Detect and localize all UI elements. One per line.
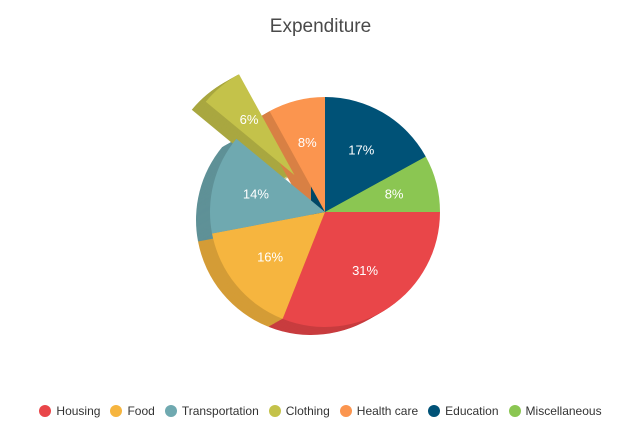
legend-item-food[interactable]: Food <box>110 404 155 418</box>
legend-marker-health-care <box>339 405 352 417</box>
legend-label-miscellaneous: Miscellaneous <box>525 404 602 418</box>
pie-slice-layer <box>205 74 440 327</box>
legend-item-health-care[interactable]: Health care <box>339 404 419 418</box>
legend-label-education: Education <box>445 404 499 418</box>
pie-slice-clothing[interactable] <box>205 74 295 176</box>
pie-slice-transportation[interactable] <box>210 138 325 234</box>
data-label-transportation: 14% <box>243 186 269 201</box>
chart-legend: Housing Food Transportation Clothing Health … <box>0 399 641 423</box>
pie-label-layer: 31% 16% 14% 6% 8% 17% 8% <box>240 112 404 278</box>
legend-marker-housing <box>39 405 52 417</box>
legend-marker-food <box>110 405 123 417</box>
legend-label-health-care: Health care <box>356 404 419 418</box>
data-label-food: 16% <box>257 249 283 264</box>
data-label-miscellaneous: 8% <box>385 186 404 201</box>
data-label-health-care: 8% <box>298 135 317 150</box>
legend-label-transportation: Transportation <box>181 404 259 418</box>
legend-marker-transportation <box>164 405 177 417</box>
pie-slice-miscellaneous[interactable] <box>325 156 440 212</box>
legend-label-housing: Housing <box>56 404 101 418</box>
legend-item-miscellaneous[interactable]: Miscellaneous <box>508 404 602 418</box>
pie-slice-food[interactable] <box>212 212 325 319</box>
legend-marker-education <box>428 405 441 417</box>
legend-item-clothing[interactable]: Clothing <box>268 404 330 418</box>
pie-slice-education[interactable] <box>325 97 426 212</box>
data-label-housing: 31% <box>352 263 378 278</box>
legend-label-food: Food <box>127 404 155 418</box>
legend-marker-miscellaneous <box>508 405 521 417</box>
legend-label-clothing: Clothing <box>285 404 330 418</box>
legend-item-housing[interactable]: Housing <box>39 404 100 418</box>
legend-marker-clothing <box>268 405 281 417</box>
pie-slice-health-care[interactable] <box>269 97 325 212</box>
legend-item-education[interactable]: Education <box>428 404 499 418</box>
data-label-clothing: 6% <box>240 112 259 127</box>
data-label-education: 17% <box>348 143 374 158</box>
legend-item-transportation[interactable]: Transportation <box>164 404 259 418</box>
pie-slice-housing[interactable] <box>282 212 440 327</box>
chart-title: Expenditure <box>269 16 372 37</box>
